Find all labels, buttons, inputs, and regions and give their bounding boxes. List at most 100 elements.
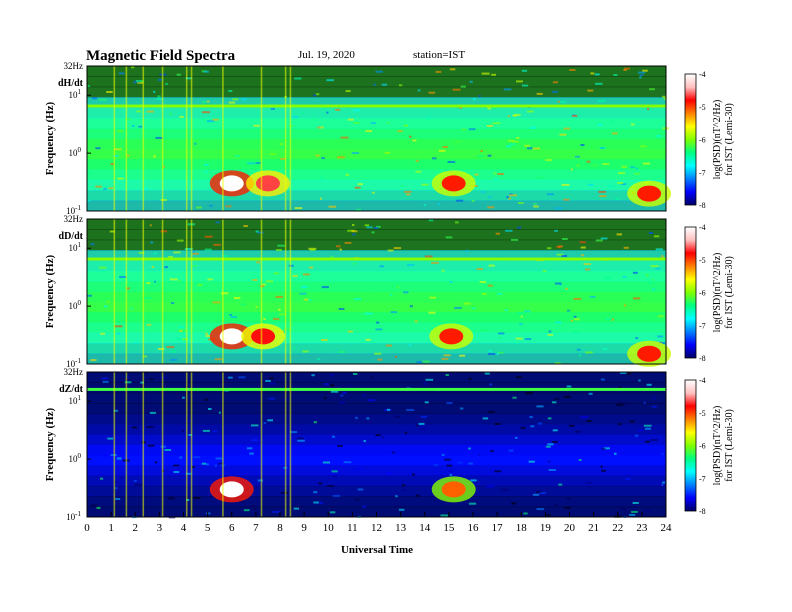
spectrogram-speckle xyxy=(573,331,578,334)
spectrogram-speckle xyxy=(533,203,537,206)
spectrogram-speckle xyxy=(170,302,175,304)
spectrogram-speckle xyxy=(657,335,664,338)
spectrogram-speckle xyxy=(273,272,279,275)
spectrogram-speckle xyxy=(508,197,512,200)
spectrogram-speckle xyxy=(638,71,646,74)
spectrogram-speckle xyxy=(98,98,107,101)
artefact-stripe xyxy=(284,372,287,517)
spectrogram-speckle xyxy=(566,385,572,388)
spectrogram-speckle xyxy=(222,254,229,257)
y-tick-label: 100 xyxy=(69,146,82,158)
spectrogram-speckle xyxy=(410,305,413,308)
spectrogram-speckle xyxy=(442,146,448,148)
spectrogram-speckle xyxy=(470,479,477,482)
spectrogram-speckle xyxy=(459,106,463,109)
spectrogram-speckle xyxy=(521,84,529,87)
spectrogram-speckle xyxy=(559,101,567,104)
spectrogram-speckle xyxy=(409,135,412,138)
spectrogram-speckle xyxy=(215,457,223,460)
y-axis-label: Frequency (Hz) xyxy=(44,407,56,481)
spectrogram-speckle xyxy=(652,278,655,281)
spectrogram-speckle xyxy=(364,224,370,227)
spectrogram-speckle xyxy=(194,142,197,145)
spectrogram-speckle xyxy=(423,382,428,385)
spectrogram-speckle xyxy=(315,154,320,157)
spectrogram-speckle xyxy=(554,207,563,210)
spectrogram-speckle xyxy=(494,470,502,473)
spectrogram-speckle xyxy=(384,152,390,154)
spectrogram-speckle xyxy=(120,476,124,479)
spectrogram-speckle xyxy=(457,461,463,464)
spectrogram-speckle xyxy=(337,158,343,161)
spectrogram-speckle xyxy=(631,123,635,126)
spectrogram-speckle xyxy=(537,176,545,179)
x-tick-label: 22 xyxy=(612,522,623,534)
spectrogram-speckle xyxy=(166,346,175,349)
spectrogram-speckle xyxy=(345,90,351,93)
colorbar-tick-label: -8 xyxy=(699,201,706,210)
spectrogram-band xyxy=(87,239,666,251)
spectrogram-speckle xyxy=(441,357,449,360)
spectrogram-speckle xyxy=(377,358,383,361)
spectrogram-speckle xyxy=(579,241,586,244)
spectrogram-band xyxy=(87,270,666,282)
spectrogram-speckle xyxy=(554,229,558,232)
y-tick-exponent: 0 xyxy=(78,299,82,307)
spectrogram-speckle xyxy=(153,155,156,158)
spectrogram-speckle xyxy=(605,318,612,321)
spectrogram-speckle xyxy=(330,384,335,387)
spectrogram-speckle xyxy=(431,261,439,264)
spectrogram-speckle xyxy=(96,506,101,509)
spectrogram-speckle xyxy=(404,431,408,434)
x-tick-label: 11 xyxy=(347,522,358,534)
spectrogram-speckle xyxy=(425,255,433,258)
spectrogram-speckle xyxy=(154,280,157,283)
spectrogram-speckle xyxy=(661,483,664,486)
spectrogram-speckle xyxy=(268,397,275,400)
spectrogram-band xyxy=(87,423,666,435)
spectrogram-speckle xyxy=(385,344,392,347)
spectrogram-speckle xyxy=(208,408,212,410)
spectrogram-speckle xyxy=(308,247,317,250)
spectrogram-band xyxy=(87,76,666,88)
spectrogram-speckle xyxy=(461,128,466,131)
spectrogram-speckle xyxy=(280,157,286,160)
spectrogram-speckle xyxy=(400,184,404,187)
spectrogram-speckle xyxy=(548,330,552,333)
spectrogram-speckle xyxy=(110,162,114,165)
spectrogram-speckle xyxy=(297,439,305,442)
spectrogram-speckle xyxy=(632,271,638,274)
spectrogram-speckle xyxy=(353,122,360,124)
spectrogram-speckle xyxy=(350,513,353,515)
spectrogram-speckle xyxy=(527,110,534,113)
x-tick-label: 0 xyxy=(84,522,90,534)
spectrogram-speckle xyxy=(532,493,539,496)
spectral-line xyxy=(87,257,666,261)
spectrogram-speckle xyxy=(114,148,122,151)
spectrogram-speckle xyxy=(221,292,229,295)
spectrogram-speckle xyxy=(524,144,530,147)
spectral-hotspot xyxy=(637,185,662,202)
spectrogram-speckle xyxy=(501,488,509,491)
spectrogram-speckle xyxy=(269,382,276,385)
colorbar-tick-label: -4 xyxy=(699,376,706,385)
spectrogram-speckle xyxy=(418,422,425,425)
spectrogram-speckle xyxy=(108,187,114,190)
spectrogram-speckle xyxy=(87,199,91,202)
figure-title: Magnetic Field Spectra xyxy=(86,48,236,64)
spectrogram-band xyxy=(87,229,666,241)
spectrogram-speckle xyxy=(357,183,363,186)
spectrogram-speckle xyxy=(397,286,399,289)
spectrogram-speckle xyxy=(185,472,192,475)
spectrogram-speckle xyxy=(126,287,130,290)
spectrogram-speckle xyxy=(317,358,321,360)
spectrogram-speckle xyxy=(545,445,551,448)
spectrogram-speckle xyxy=(659,342,665,345)
spectrogram-band xyxy=(87,403,666,414)
spectrogram-speckle xyxy=(228,90,233,92)
spectrogram-band xyxy=(87,200,666,212)
spectrogram-speckle xyxy=(206,120,214,123)
spectrogram-speckle xyxy=(635,337,639,340)
spectrogram-speckle xyxy=(586,160,591,163)
